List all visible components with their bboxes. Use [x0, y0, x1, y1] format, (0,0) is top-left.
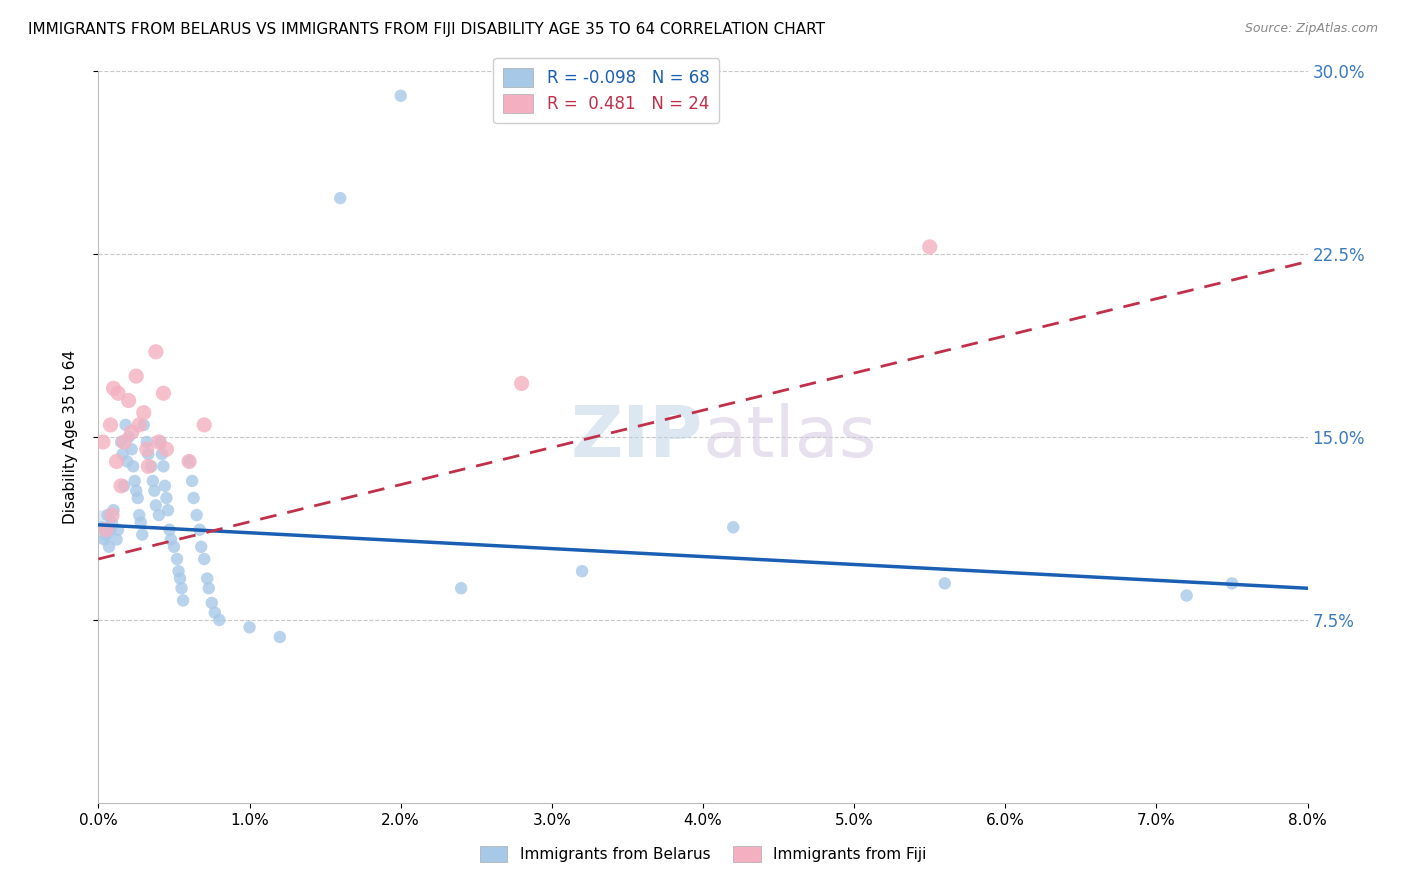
Point	[132, 417, 155, 432]
Point	[156, 503, 179, 517]
Point	[149, 434, 172, 449]
Point	[183, 491, 205, 505]
Point	[197, 581, 219, 595]
Point	[121, 442, 143, 457]
Point	[121, 425, 143, 440]
Point	[125, 369, 148, 384]
Point	[112, 479, 135, 493]
Text: IMMIGRANTS FROM BELARUS VS IMMIGRANTS FROM FIJI DISABILITY AGE 35 TO 64 CORRELAT: IMMIGRANTS FROM BELARUS VS IMMIGRANTS FR…	[28, 22, 825, 37]
Point	[172, 593, 194, 607]
Point	[141, 459, 163, 474]
Point	[148, 508, 170, 522]
Point	[190, 540, 212, 554]
Point	[159, 523, 181, 537]
Point	[101, 508, 124, 522]
Point	[239, 620, 262, 634]
Point	[118, 430, 141, 444]
Point	[122, 459, 145, 474]
Point	[118, 393, 141, 408]
Point	[105, 533, 128, 547]
Point	[152, 459, 174, 474]
Text: Source: ZipAtlas.com: Source: ZipAtlas.com	[1244, 22, 1378, 36]
Point	[510, 376, 533, 391]
Point	[129, 516, 152, 530]
Point	[204, 606, 226, 620]
Point	[918, 240, 941, 254]
Point	[723, 520, 745, 534]
Point	[103, 503, 125, 517]
Point	[329, 191, 352, 205]
Text: ZIP: ZIP	[571, 402, 703, 472]
Point	[107, 386, 129, 401]
Point	[87, 520, 110, 534]
Point	[136, 459, 159, 474]
Point	[100, 417, 122, 432]
Point	[170, 581, 193, 595]
Point	[571, 564, 593, 578]
Point	[112, 434, 135, 449]
Point	[186, 508, 208, 522]
Point	[105, 454, 128, 468]
Point	[94, 523, 117, 537]
Point	[193, 552, 215, 566]
Point	[135, 442, 157, 457]
Point	[124, 474, 146, 488]
Point	[114, 417, 136, 432]
Point	[150, 447, 173, 461]
Point	[201, 596, 224, 610]
Point	[107, 523, 129, 537]
Point	[132, 406, 155, 420]
Point	[142, 474, 165, 488]
Point	[389, 88, 412, 103]
Point	[188, 523, 211, 537]
Point	[208, 613, 231, 627]
Point	[153, 479, 176, 493]
Point	[135, 434, 157, 449]
Point	[96, 508, 118, 522]
Point	[103, 381, 125, 395]
Point	[934, 576, 956, 591]
Point	[1175, 589, 1198, 603]
Point	[94, 527, 117, 541]
Point	[98, 540, 121, 554]
Point	[90, 520, 112, 534]
Point	[169, 572, 191, 586]
Point	[155, 491, 177, 505]
Point	[125, 483, 148, 498]
Point	[110, 479, 132, 493]
Point	[145, 344, 167, 359]
Point	[450, 581, 472, 595]
Point	[167, 564, 190, 578]
Legend: Immigrants from Belarus, Immigrants from Fiji: Immigrants from Belarus, Immigrants from…	[474, 840, 932, 868]
Point	[152, 386, 174, 401]
Point	[269, 630, 291, 644]
Point	[145, 499, 167, 513]
Point	[101, 516, 124, 530]
Point	[100, 523, 122, 537]
Point	[128, 417, 150, 432]
Point	[136, 447, 159, 461]
Point	[128, 508, 150, 522]
Point	[163, 540, 186, 554]
Point	[160, 533, 183, 547]
Point	[155, 442, 177, 457]
Point	[181, 474, 204, 488]
Point	[193, 417, 215, 432]
Y-axis label: Disability Age 35 to 64: Disability Age 35 to 64	[63, 350, 77, 524]
Point	[1220, 576, 1243, 591]
Point	[148, 434, 170, 449]
Point	[115, 454, 138, 468]
Point	[179, 454, 201, 468]
Point	[179, 454, 201, 468]
Point	[131, 527, 153, 541]
Point	[143, 483, 166, 498]
Text: atlas: atlas	[703, 402, 877, 472]
Point	[195, 572, 218, 586]
Point	[110, 434, 132, 449]
Point	[111, 447, 134, 461]
Point	[166, 552, 188, 566]
Point	[91, 434, 114, 449]
Point	[93, 533, 115, 547]
Point	[127, 491, 149, 505]
